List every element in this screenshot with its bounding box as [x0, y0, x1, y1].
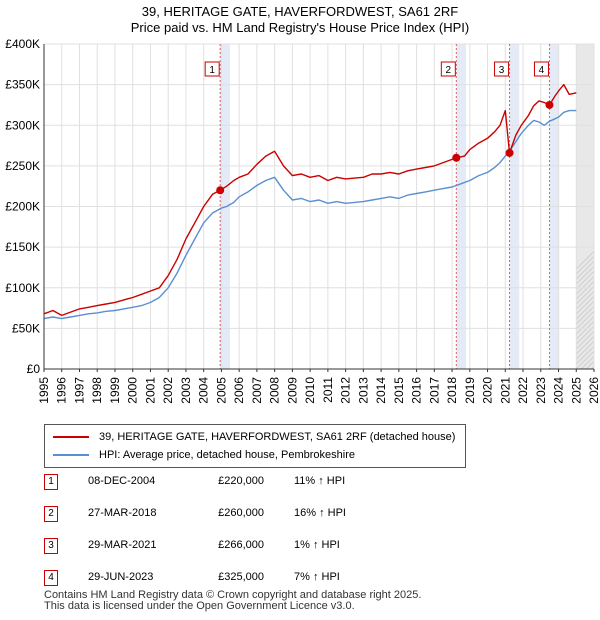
x-tick-label: 2014 [374, 377, 388, 404]
property-price-line [43, 83, 577, 317]
x-tick-label: 2024 [552, 377, 566, 404]
transaction-hpi: 16% ↑ HPI [294, 507, 346, 519]
x-tick-label: 2001 [143, 377, 157, 404]
x-tick-label: 2002 [161, 377, 175, 404]
transaction-box-label: 2 [446, 65, 452, 76]
transaction-box [440, 61, 456, 77]
y-tick-label: £400K [5, 37, 40, 51]
transaction-price: £325,000 [218, 571, 264, 583]
legend-item-hpi: HPI: Average price, detached house, Pemb… [53, 447, 355, 463]
legend-swatch-property [53, 436, 89, 438]
transaction-price: £220,000 [218, 475, 264, 487]
transaction-date: 29-MAR-2021 [88, 539, 157, 551]
x-tick-label: 2000 [126, 377, 140, 404]
transaction-price: £266,000 [218, 539, 264, 551]
x-tick-label: 2007 [250, 377, 264, 404]
y-tick-label: £300K [5, 118, 40, 132]
transaction-number: 3 [44, 538, 58, 554]
x-tick-label: 2023 [534, 377, 548, 404]
y-tick-label: £200K [5, 200, 40, 214]
x-tick-label: 1995 [37, 377, 51, 404]
x-tick-label: 2012 [339, 377, 353, 404]
x-tick-label: 2006 [232, 377, 246, 404]
transaction-box [494, 61, 510, 77]
transaction-marker [505, 148, 514, 157]
transaction-number: 2 [44, 506, 58, 522]
x-tick-label: 2025 [569, 377, 583, 404]
x-tick-label: 2018 [445, 377, 459, 404]
transaction-marker [545, 100, 554, 109]
forecast-hatch [576, 310, 594, 330]
x-tick-label: 2020 [481, 377, 495, 404]
transaction-number: 4 [44, 570, 58, 586]
transaction-box [533, 61, 549, 77]
transaction-hpi: 1% ↑ HPI [294, 539, 340, 551]
price-chart: 1 2 3 4 £0 £50K £100K £150K £200K £250K £300K £350… [5, 37, 600, 404]
x-tick-label: 2008 [268, 377, 282, 404]
x-tick-label: 2009 [285, 377, 299, 404]
chart-title: 39, HERITAGE GATE, HAVERFORDWEST, SA61 2… [141, 4, 459, 19]
y-tick-label: £0 [27, 362, 41, 376]
y-tick-label: £350K [5, 78, 40, 92]
forecast-hatch [576, 300, 594, 320]
forecast-hatch [596, 44, 600, 369]
x-tick-label: 2026 [587, 377, 600, 404]
transaction-box-label: 4 [539, 65, 545, 76]
x-tick-label: 2019 [463, 377, 477, 404]
x-tick-label: 2005 [214, 377, 228, 404]
transaction-row: 3 29-MAR-2021 £266,000 1% ↑ HPI [44, 538, 464, 554]
hpi-line [43, 109, 577, 320]
x-tick-label: 2021 [498, 377, 512, 404]
legend-label-property: 39, HERITAGE GATE, HAVERFORDWEST, SA61 2… [99, 431, 456, 443]
transaction-box [204, 61, 220, 77]
transaction-row: 4 29-JUN-2023 £325,000 7% ↑ HPI [44, 570, 464, 586]
x-tick-label: 1999 [108, 377, 122, 404]
y-tick-label: £250K [5, 159, 40, 173]
transaction-marker [452, 153, 461, 162]
x-tick-label: 2022 [516, 377, 530, 404]
y-tick-label: £50K [12, 321, 40, 335]
x-tick-label: 2004 [197, 377, 211, 404]
footer-licence: This data is licensed under the Open Gov… [44, 600, 355, 612]
x-tick-label: 2003 [179, 377, 193, 404]
transaction-price: £260,000 [218, 507, 264, 519]
x-tick-label: 1996 [55, 377, 69, 404]
x-tick-label: 1997 [72, 377, 86, 404]
transaction-box-label: 3 [499, 65, 505, 76]
transaction-row: 1 08-DEC-2004 £220,000 11% ↑ HPI [44, 474, 464, 490]
legend-item-property: 39, HERITAGE GATE, HAVERFORDWEST, SA61 2… [53, 429, 455, 445]
transaction-row: 2 27-MAR-2018 £260,000 16% ↑ HPI [44, 506, 464, 522]
x-tick-label: 2015 [392, 377, 406, 404]
x-tick-label: 2013 [356, 377, 370, 404]
x-tick-label: 2011 [321, 377, 335, 403]
transaction-hpi: 7% ↑ HPI [294, 571, 340, 583]
footer-copyright: Contains HM Land Registry data © Crown c… [44, 589, 422, 601]
y-tick-label: £100K [5, 281, 40, 295]
x-tick-label: 2010 [303, 377, 317, 404]
transaction-date: 29-JUN-2023 [88, 571, 154, 583]
legend-label-hpi: HPI: Average price, detached house, Pemb… [99, 449, 356, 461]
y-tick-label: £150K [5, 240, 40, 254]
chart-subtitle: Price paid vs. HM Land Registry's House … [130, 20, 470, 35]
x-tick-label: 2016 [410, 377, 424, 404]
transaction-number: 1 [44, 474, 58, 490]
transaction-box-label: 1 [209, 65, 215, 76]
transaction-date: 27-MAR-2018 [88, 507, 157, 519]
footer: Contains HM Land Registry data © Crown c… [44, 590, 421, 612]
transaction-hpi: 11% ↑ HPI [294, 475, 346, 487]
x-tick-label: 2017 [427, 377, 441, 404]
legend-swatch-hpi [53, 454, 89, 456]
legend: 39, HERITAGE GATE, HAVERFORDWEST, SA61 2… [44, 424, 466, 468]
forecast-hatch [576, 305, 594, 325]
transaction-marker [216, 186, 225, 195]
x-tick-label: 1998 [90, 377, 104, 404]
transaction-date: 08-DEC-2004 [88, 475, 156, 487]
